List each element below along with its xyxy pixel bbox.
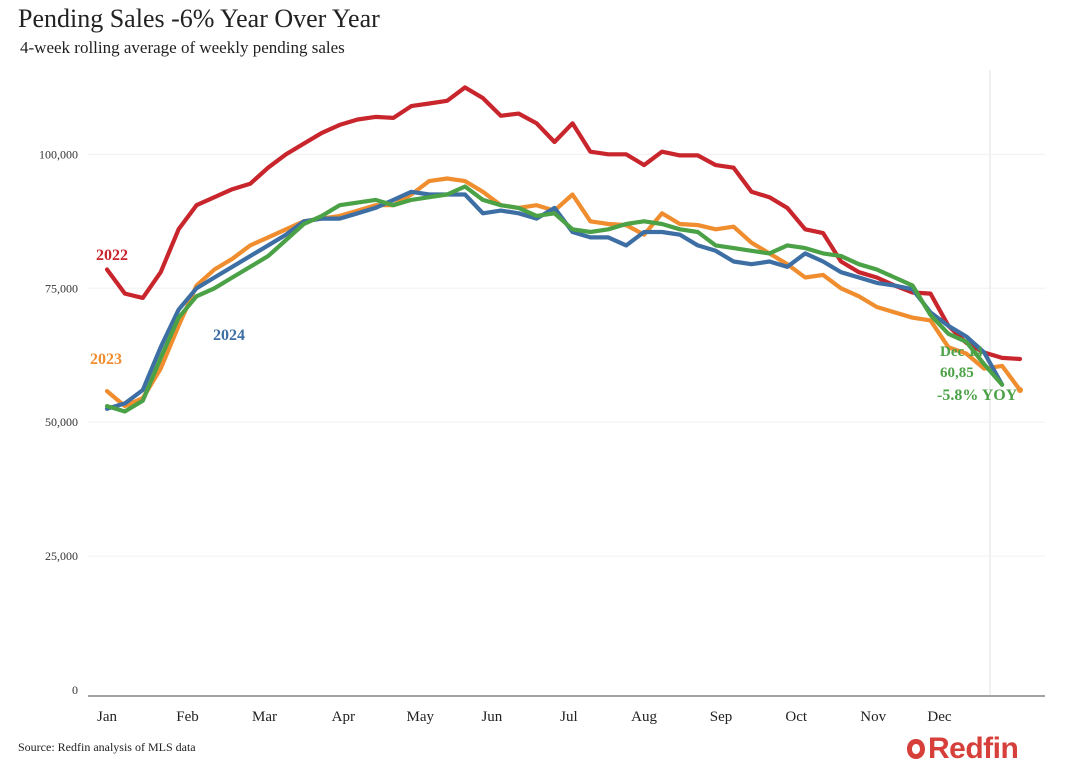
series-lines [104,85,1023,414]
annotation-label: -5.8% YOY [937,387,1018,404]
annotation-label: 2024 [213,327,245,344]
x-tick-label: Oct [785,709,807,725]
redfin-logo: Redfin [906,732,1019,766]
y-tick-label: 50,000 [45,415,78,429]
series-line [104,184,1005,414]
annotations: 2022 2023 2024 Dec 14 60,85 -5.8% YOY [90,247,1018,404]
x-tick-label: Dec [927,709,951,725]
source-note: Source: Redfin analysis of MLS data [18,740,196,754]
line-chart: 0 25,000 50,000 75,000 100,000 Jan Feb Mar Apr M… [39,70,1045,725]
gridlines [88,70,1045,697]
y-tick-label: 0 [72,683,78,697]
y-axis: 0 25,000 50,000 75,000 100,000 [39,147,78,697]
logo-text: Redfin [928,732,1019,765]
y-tick-label: 75,000 [45,281,78,295]
series-end-point [1017,387,1023,394]
annotation-label: 2022 [96,247,128,264]
x-tick-label: Feb [176,709,199,725]
annotation-label: Dec 14 [940,344,983,360]
x-tick-label: Apr [332,709,355,725]
x-tick-label: Mar [252,709,277,725]
y-tick-label: 25,000 [45,549,78,563]
series-line [104,176,1023,409]
redfin-logo-icon [907,739,925,759]
series-line [104,189,1005,411]
x-tick-label: Aug [631,709,657,725]
x-tick-label: Nov [860,709,886,725]
chart-subtitle: 4-week rolling average of weekly pending… [20,38,345,57]
chart-title: Pending Sales -6% Year Over Year [18,4,380,33]
x-tick-label: Jul [560,709,578,725]
y-tick-label: 100,000 [39,147,78,161]
x-tick-label: May [407,709,435,725]
x-tick-label: Jan [97,709,117,725]
x-tick-label: Sep [710,709,733,725]
x-axis: Jan Feb Mar Apr May Jun Jul Aug Sep Oct Nov Dec [97,709,952,725]
annotation-label: 2023 [90,351,122,368]
series-line [104,85,1023,362]
annotation-label: 60,85 [940,365,974,381]
x-tick-label: Jun [481,709,502,725]
